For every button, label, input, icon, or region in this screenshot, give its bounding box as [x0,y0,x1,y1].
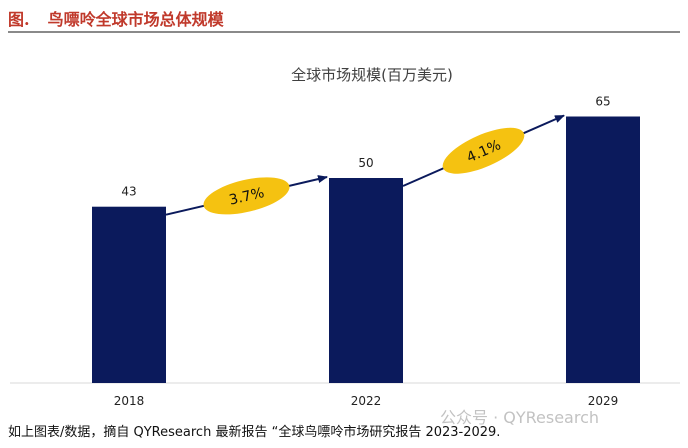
cagr-ellipse [203,177,290,215]
header-divider [8,31,680,33]
figure-header: 图. 鸟嘌呤全球市场总体规模 [8,5,680,31]
data-label-2018: 43 [121,185,136,199]
chart-title: 全球市场规模(百万美元) [291,66,453,84]
bar-2018 [92,206,166,383]
bar-2029 [566,116,640,383]
cagr-badge-2: 4.1% [442,127,525,174]
watermark: 公众号 · QYResearch [440,408,600,427]
data-label-2022: 50 [358,156,373,170]
x-tick-label-2022: 2022 [351,394,382,408]
figure-title: 鸟嘌呤全球市场总体规模 [47,10,224,29]
cagr-badge-1: 3.7% [203,177,290,215]
figure-number: 图. [8,10,30,29]
data-label-2029: 65 [595,95,610,109]
cagr-label: 3.7% [228,185,266,209]
cagr-ellipse [442,127,525,174]
source-note: 如上图表/数据，摘自 QYResearch 最新报告 “全球鸟嘌呤市场研究报告 … [8,425,501,440]
x-tick-label-2029: 2029 [588,394,619,408]
bar-2022 [329,178,403,383]
x-tick-label-2018: 2018 [114,394,145,408]
